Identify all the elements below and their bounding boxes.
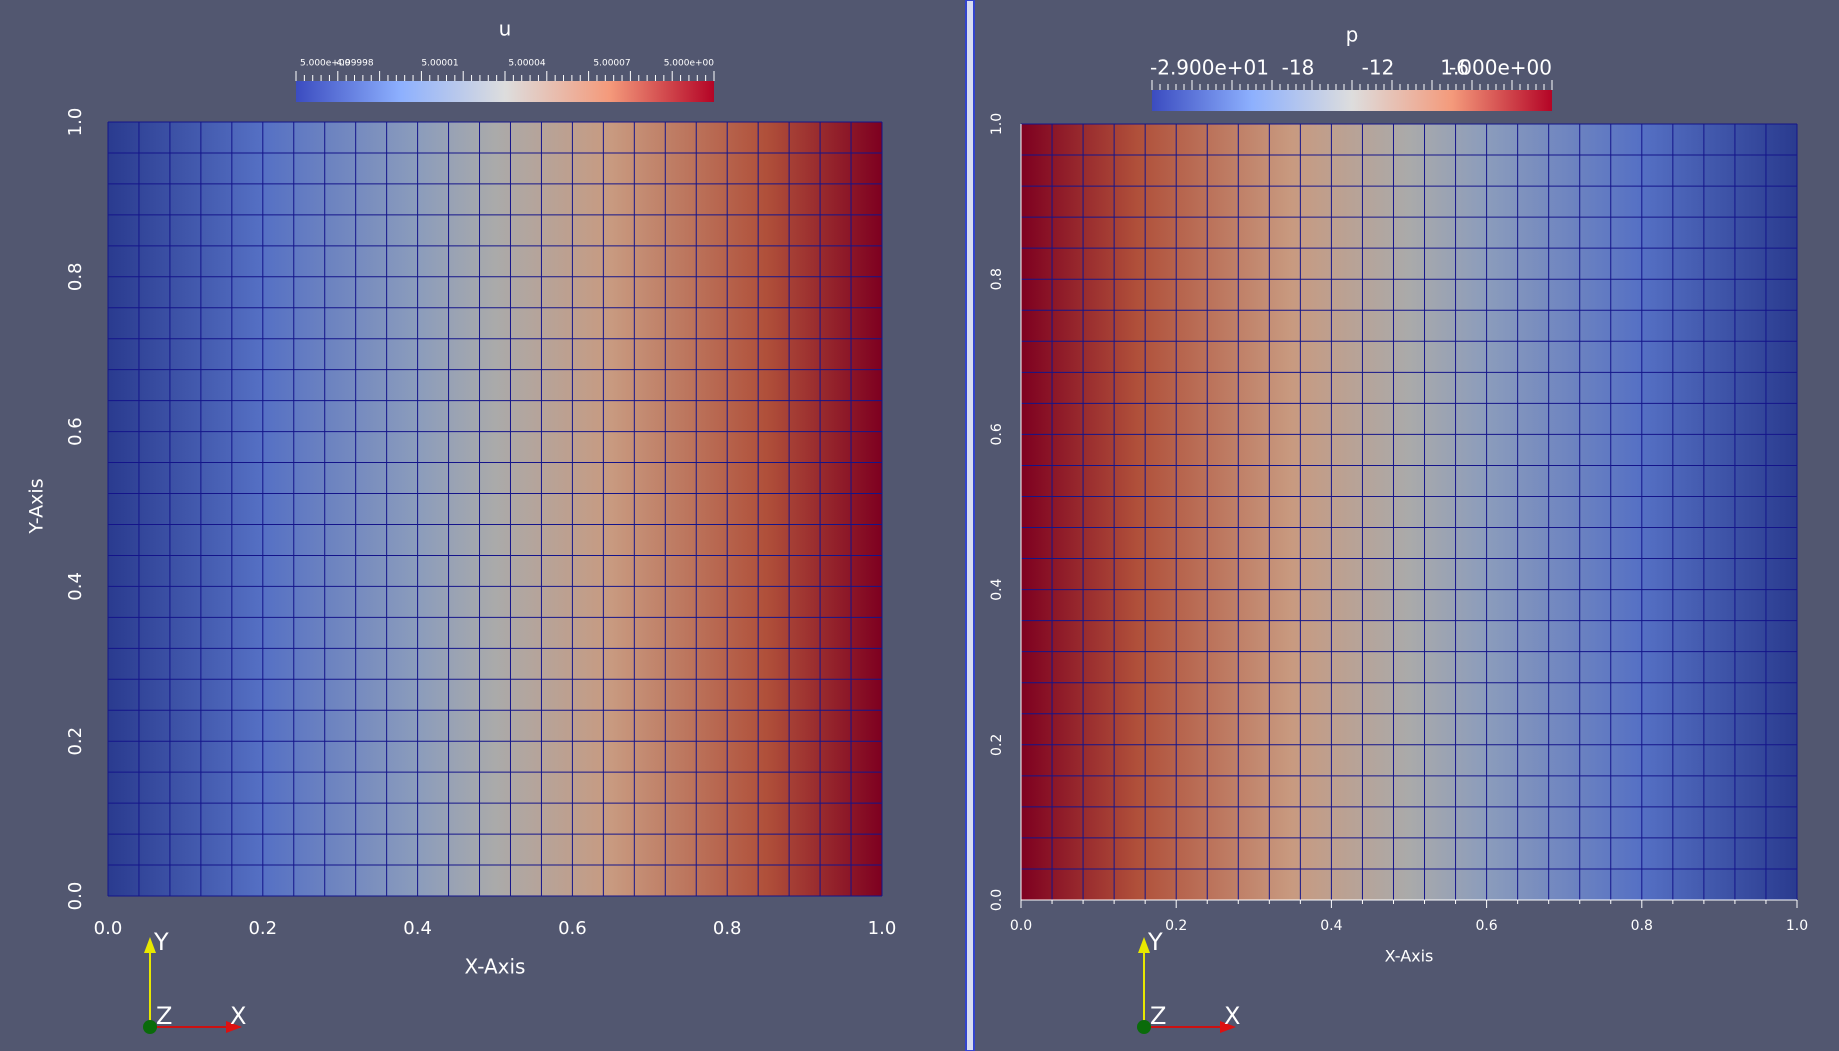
colorbar-label: -18: [1282, 56, 1315, 80]
y-tick-label: 1.0: [65, 108, 86, 137]
x-tick-label: 0.6: [558, 918, 587, 939]
y-tick-label: 1.0: [989, 113, 1005, 135]
colorbar-label: -2.900e+01: [1150, 56, 1269, 80]
y-tick-label: 0.6: [65, 417, 86, 446]
y-tick-label: 0.2: [989, 734, 1005, 756]
field-surface: [108, 122, 882, 896]
x-tick-label: 1.0: [1786, 918, 1808, 934]
orientation-x-label: X: [1224, 1002, 1240, 1030]
x-axis-title: X-Axis: [465, 955, 526, 979]
orientation-y-label: Y: [153, 928, 169, 956]
colorbar-title: u: [499, 17, 512, 41]
x-tick-label: 0.2: [248, 918, 277, 939]
y-tick-label: 0.4: [989, 578, 1005, 600]
orientation-origin: [143, 1020, 157, 1034]
orientation-z-label: Z: [1150, 1002, 1166, 1030]
x-axis-title: X-Axis: [1385, 947, 1434, 966]
colorbar: [1152, 90, 1552, 111]
y-axis-title: Y-Axis: [26, 478, 48, 534]
colorbar-label: 5.000e+00: [300, 59, 351, 69]
x-tick-label: 0.0: [1010, 918, 1032, 934]
colorbar-label: 5.00007: [593, 59, 630, 69]
orientation-x-arrow: [226, 1021, 242, 1033]
colorbar-label: 4.99998: [336, 59, 373, 69]
colorbar-title: p: [1346, 23, 1359, 47]
orientation-origin: [1137, 1020, 1151, 1034]
colorbar-label: -6: [1449, 56, 1469, 80]
colorbar-label: 1.000e+00: [1440, 56, 1552, 80]
y-tick-label: 0.0: [989, 889, 1005, 911]
x-tick-label: 1.0: [868, 918, 897, 939]
x-tick-label: 0.6: [1475, 918, 1497, 934]
colorbar-label: 5.00004: [508, 59, 545, 69]
x-tick-label: 0.4: [1320, 918, 1342, 934]
view-divider: [965, 0, 975, 1051]
colorbar-label: -12: [1362, 56, 1395, 80]
x-tick-label: 0.2: [1165, 918, 1187, 934]
orientation-z-label: Z: [156, 1002, 172, 1030]
orientation-x-label: X: [230, 1002, 246, 1030]
y-tick-label: 0.2: [65, 727, 86, 756]
x-tick-label: 0.4: [403, 918, 432, 939]
orientation-y-arrow: [144, 937, 156, 953]
y-tick-label: 0.0: [65, 882, 86, 911]
y-tick-label: 0.8: [65, 262, 86, 291]
x-tick-label: 0.0: [94, 918, 123, 939]
y-tick-label: 0.8: [989, 268, 1005, 290]
orientation-y-label: Y: [1147, 928, 1163, 956]
orientation-x-arrow: [1220, 1021, 1236, 1033]
field-surface: [1021, 124, 1797, 900]
colorbar-label: 5.00001: [421, 59, 458, 69]
y-tick-label: 0.4: [65, 572, 86, 601]
x-tick-label: 0.8: [713, 918, 742, 939]
y-tick-label: 0.6: [989, 423, 1005, 445]
colorbar-label: 5.000e+00: [664, 59, 715, 69]
orientation-y-arrow: [1138, 937, 1150, 953]
x-tick-label: 0.8: [1631, 918, 1653, 934]
colorbar: [296, 81, 714, 102]
